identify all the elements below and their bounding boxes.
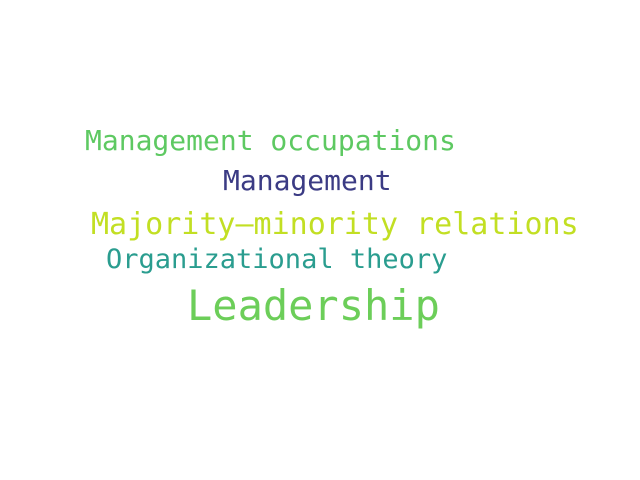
word-majority-minority-relations: Majority–minority relations — [91, 207, 579, 242]
word-leadership: Leadership — [187, 281, 440, 330]
word-organizational-theory: Organizational theory — [106, 244, 448, 275]
word-management-occupations: Management occupations — [85, 124, 456, 157]
word-management: Management — [223, 164, 392, 197]
